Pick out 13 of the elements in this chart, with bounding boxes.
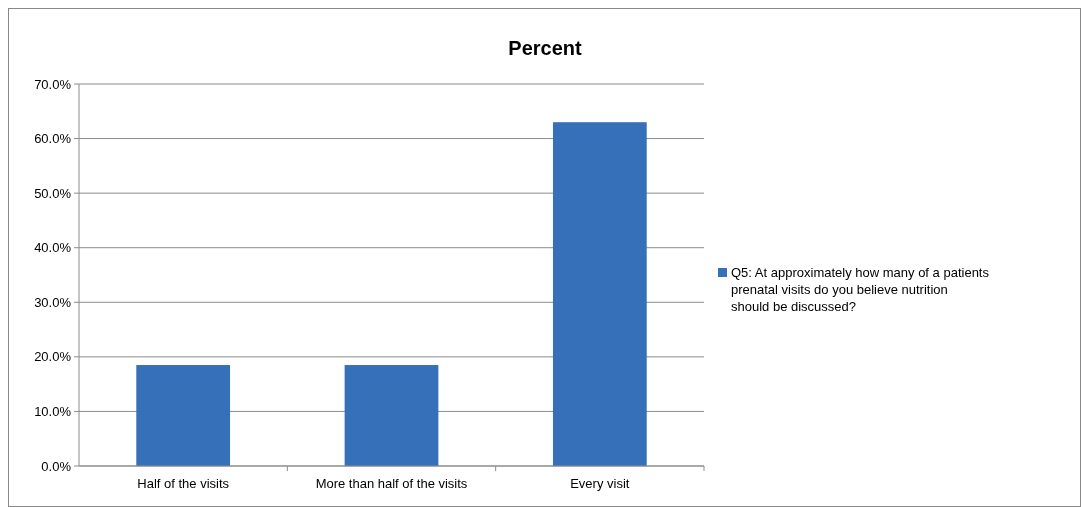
y-tick-label: 50.0% [34, 185, 72, 201]
x-tick-label: More than half of the visits [315, 476, 468, 491]
y-tick-label: 70.0% [34, 76, 72, 92]
y-tick-label: 60.0% [34, 131, 72, 147]
x-tick-label: Every visit [570, 476, 630, 491]
y-tick-label: 30.0% [34, 294, 72, 310]
y-tick-label: 40.0% [34, 240, 72, 256]
y-tick-label: 0.0% [41, 458, 72, 474]
y-tick-label: 20.0% [34, 349, 72, 365]
x-tick-label: Half of the visits [137, 476, 230, 491]
legend-label: Q5: At approximately how many of a patients prenatal visits do you believe nutrition should be discussed? [731, 265, 990, 314]
y-tick-label: 10.0% [34, 403, 72, 419]
chart-title: Percent [508, 37, 583, 59]
